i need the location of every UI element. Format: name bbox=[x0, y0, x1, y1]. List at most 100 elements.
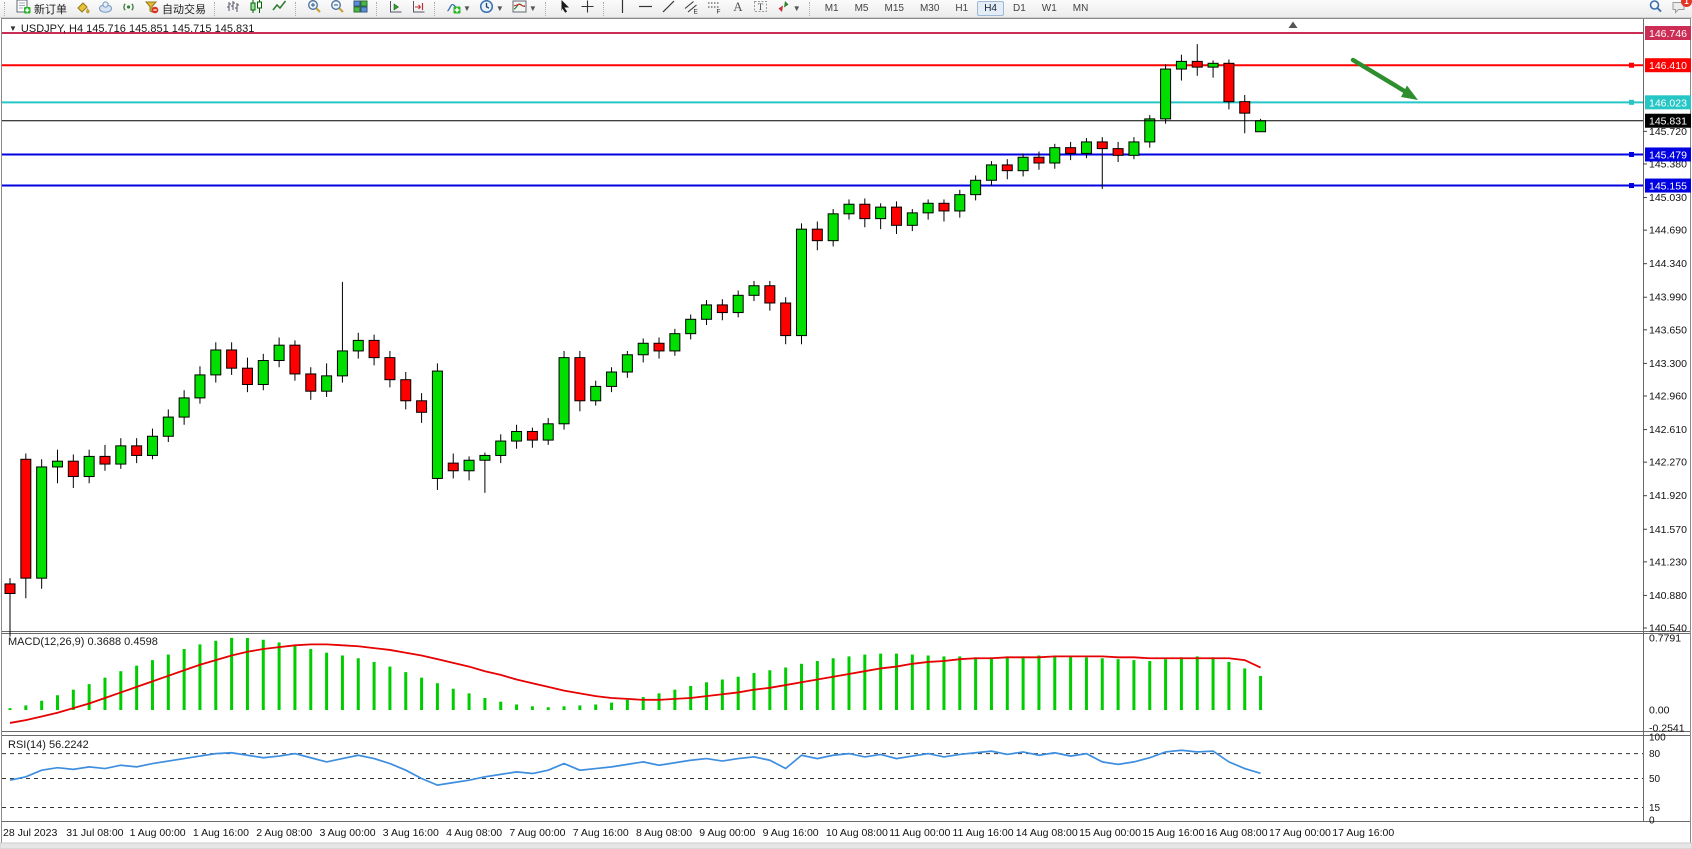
templates-button[interactable]: ▼ bbox=[509, 0, 540, 18]
signals-button[interactable] bbox=[118, 0, 139, 18]
trend-arrow-object[interactable] bbox=[1350, 57, 1409, 95]
candle bbox=[890, 206, 902, 226]
chevron-down-icon[interactable]: ▼ bbox=[463, 4, 471, 13]
candle bbox=[637, 342, 649, 356]
candle bbox=[495, 440, 507, 456]
chevron-down-icon[interactable]: ▼ bbox=[792, 4, 801, 13]
date-axis-label: 31 Jul 08:00 bbox=[66, 827, 123, 839]
chart-plot[interactable]: 145.720145.380145.030144.690144.340143.9… bbox=[0, 18, 1692, 849]
vertical-line-button[interactable] bbox=[612, 0, 633, 18]
date-axis-label: 3 Aug 16:00 bbox=[383, 827, 439, 839]
trend-arrow-head[interactable] bbox=[1401, 85, 1418, 101]
add-indicator-icon bbox=[446, 0, 461, 19]
templates-icon bbox=[512, 0, 527, 19]
candle bbox=[321, 375, 333, 392]
fibonacci-button[interactable]: F bbox=[704, 0, 725, 18]
cursor-icon bbox=[557, 0, 572, 19]
hline-handle[interactable] bbox=[1629, 151, 1634, 157]
toolbar-right-icons: 1 bbox=[1640, 0, 1692, 19]
macd-signal-line bbox=[9, 643, 1261, 724]
add-indicator-button[interactable]: ▼ bbox=[443, 0, 474, 18]
autotrading-button[interactable]: 自动交易 bbox=[141, 0, 209, 18]
date-axis-label: 1 Aug 16:00 bbox=[193, 827, 249, 839]
horizontal-line-button[interactable] bbox=[635, 0, 656, 18]
hline-price-label: 146.410 bbox=[1649, 60, 1687, 72]
price-tick-label: 143.300 bbox=[1649, 358, 1687, 370]
price-tick-label: 140.880 bbox=[1649, 590, 1687, 602]
zoom-out-button[interactable] bbox=[327, 0, 348, 18]
candle bbox=[4, 583, 16, 594]
candle bbox=[1191, 60, 1203, 68]
horizontal-scrollbar[interactable] bbox=[0, 842, 1692, 849]
timeframe-button-m15[interactable]: M15 bbox=[884, 3, 904, 14]
trendline-button[interactable] bbox=[658, 0, 679, 18]
candle bbox=[542, 423, 554, 441]
search-button[interactable] bbox=[1648, 0, 1663, 19]
equidistant-channel-button[interactable]: E bbox=[681, 0, 702, 18]
candle bbox=[131, 445, 143, 456]
hline-price-box bbox=[1645, 58, 1691, 73]
timeframe-button-m1[interactable]: M1 bbox=[824, 3, 839, 14]
text-button[interactable]: A bbox=[727, 0, 748, 18]
chevron-down-icon[interactable]: ▼ bbox=[528, 4, 537, 13]
candle bbox=[653, 342, 665, 352]
rsi-axis-label: 0 bbox=[1649, 816, 1655, 827]
candle bbox=[210, 349, 222, 376]
candle bbox=[194, 374, 206, 399]
candle bbox=[416, 400, 428, 413]
date-axis-label: 4 Aug 08:00 bbox=[446, 827, 502, 839]
hline-handle[interactable] bbox=[1629, 62, 1634, 68]
tile-windows-button[interactable] bbox=[350, 0, 371, 18]
timeframe-button-mn[interactable]: MN bbox=[1072, 3, 1089, 14]
toolbar-button-label: 新订单 bbox=[34, 3, 67, 16]
candle bbox=[431, 370, 443, 479]
crosshair-button[interactable] bbox=[577, 0, 598, 18]
zoom-out-icon bbox=[330, 0, 345, 19]
periods-button[interactable]: ▼ bbox=[476, 0, 507, 18]
toolbar-separator bbox=[602, 1, 608, 16]
candle bbox=[970, 179, 982, 196]
timeframe-button-m30[interactable]: M30 bbox=[919, 3, 940, 14]
timeframe-button-h4[interactable]: H4 bbox=[977, 1, 1004, 16]
timeframe-button-m5[interactable]: M5 bbox=[854, 3, 869, 14]
candle bbox=[115, 445, 127, 465]
date-axis-label: 15 Aug 16:00 bbox=[1142, 827, 1204, 839]
hline-handle[interactable] bbox=[1629, 99, 1634, 105]
line-chart-button[interactable] bbox=[269, 0, 290, 18]
rsi-axis-label: 15 bbox=[1649, 803, 1661, 814]
auto-scroll-button[interactable] bbox=[385, 0, 406, 18]
candle bbox=[305, 373, 317, 392]
candle bbox=[352, 339, 364, 352]
text-label-button[interactable]: T bbox=[750, 0, 771, 18]
candle bbox=[1112, 148, 1124, 156]
chevron-down-icon[interactable]: ▼ bbox=[495, 4, 504, 13]
zoom-in-button[interactable] bbox=[304, 0, 325, 18]
timeframe-button-d1[interactable]: D1 bbox=[1013, 3, 1026, 14]
chat-button[interactable]: 1 bbox=[1671, 0, 1692, 19]
publish-button[interactable] bbox=[95, 0, 116, 18]
chart-menu-arrow-icon[interactable]: ▼ bbox=[9, 24, 17, 33]
candle bbox=[574, 357, 586, 402]
timeframe-button-w1[interactable]: W1 bbox=[1041, 3, 1057, 14]
chart-shift-icon bbox=[411, 0, 426, 19]
chart-shift-button[interactable] bbox=[408, 0, 429, 18]
candle-chart-button[interactable] bbox=[246, 0, 267, 18]
date-axis-label: 17 Aug 16:00 bbox=[1332, 827, 1394, 839]
chart-shift-marker-icon[interactable] bbox=[1288, 21, 1298, 29]
hline-handle[interactable] bbox=[1629, 183, 1634, 189]
new-order-button[interactable]: 新订单 bbox=[13, 0, 70, 18]
timeframe-button-h1[interactable]: H1 bbox=[955, 3, 969, 14]
price-tick-label: 145.030 bbox=[1649, 192, 1687, 204]
chart-window: 145.720 145.380 145.030 144.690 144.340 143.9… bbox=[0, 18, 1692, 849]
candle bbox=[764, 285, 776, 304]
cursor-button[interactable] bbox=[554, 0, 575, 18]
bar-chart-button[interactable] bbox=[223, 0, 244, 18]
date-axis-label: 2 Aug 08:00 bbox=[256, 827, 312, 839]
toolbar-separator bbox=[4, 1, 9, 16]
candle bbox=[1001, 164, 1013, 172]
date-axis-label: 16 Aug 08:00 bbox=[1206, 827, 1268, 839]
styler-button[interactable] bbox=[72, 0, 93, 18]
arrows-button[interactable]: ▼ bbox=[773, 0, 804, 18]
price-tick-label: 144.340 bbox=[1649, 258, 1687, 270]
